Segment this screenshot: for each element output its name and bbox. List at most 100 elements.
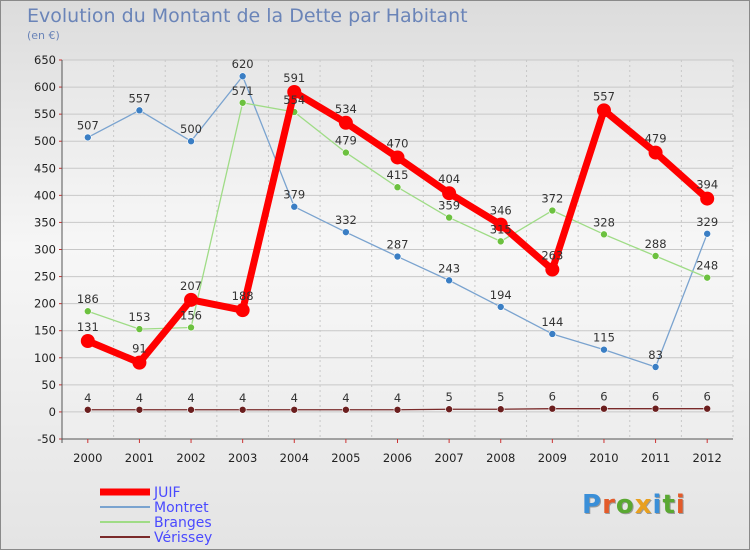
- y-tick-label: -50: [37, 432, 56, 446]
- x-tick-label: 2001: [125, 451, 154, 465]
- data-point: [700, 191, 715, 206]
- data-point: [393, 405, 402, 414]
- data-point: [390, 150, 405, 165]
- data-point: [338, 115, 353, 130]
- data-label: 415: [387, 168, 409, 182]
- data-label: 479: [645, 132, 667, 146]
- data-label: 131: [77, 320, 99, 334]
- data-label: 479: [335, 134, 357, 148]
- y-tick-label: 300: [34, 243, 56, 257]
- logo-letter: i: [675, 490, 686, 520]
- x-tick-label: 2012: [693, 451, 722, 465]
- data-label: 6: [652, 390, 659, 404]
- data-label: 207: [180, 279, 202, 293]
- data-label: 4: [84, 391, 91, 405]
- data-point: [80, 334, 95, 349]
- data-point: [648, 145, 663, 160]
- y-tick-label: 50: [41, 378, 56, 392]
- data-label: 329: [696, 215, 718, 229]
- data-label: 470: [387, 136, 409, 150]
- data-label: 4: [239, 391, 246, 405]
- logo-letter: P: [582, 490, 603, 520]
- data-point: [442, 186, 457, 201]
- data-label: 346: [490, 204, 512, 218]
- data-label: 5: [497, 390, 504, 404]
- data-point: [651, 363, 660, 371]
- data-label: 6: [549, 390, 556, 404]
- data-label: 404: [438, 172, 460, 186]
- data-point: [600, 345, 608, 354]
- data-label: 188: [232, 289, 254, 303]
- legend-label: Branges: [154, 515, 212, 531]
- legend-label: Montret: [154, 500, 209, 516]
- data-point: [496, 405, 505, 414]
- data-point: [545, 262, 560, 277]
- data-label: 328: [593, 215, 615, 229]
- data-label: 554: [283, 93, 305, 107]
- data-label: 91: [132, 342, 147, 356]
- data-label: 287: [387, 238, 409, 252]
- data-label: 153: [128, 310, 150, 324]
- data-label: 186: [77, 292, 99, 306]
- data-point: [651, 252, 660, 260]
- data-point: [600, 404, 608, 413]
- data-label: 115: [593, 331, 615, 345]
- data-label: 571: [232, 84, 254, 98]
- data-point: [651, 404, 660, 413]
- legend-label: Vérissey: [154, 530, 212, 546]
- data-point: [184, 292, 199, 307]
- x-tick-label: 2007: [434, 451, 463, 465]
- data-label: 591: [283, 71, 305, 85]
- data-point: [84, 133, 92, 142]
- data-point: [84, 307, 92, 316]
- data-point: [548, 404, 557, 413]
- data-label: 534: [335, 102, 357, 116]
- data-label: 4: [291, 391, 298, 405]
- data-point: [548, 330, 557, 338]
- data-point: [703, 404, 711, 413]
- proxiti-logo: Proxiti: [582, 490, 686, 520]
- x-tick-label: 2003: [228, 451, 257, 465]
- data-point: [135, 106, 144, 115]
- chart-subtitle: (en €): [27, 29, 60, 42]
- data-label: 4: [394, 391, 401, 405]
- chart-title: Evolution du Montant de la Dette par Hab…: [27, 5, 468, 27]
- data-label: 156: [180, 308, 202, 322]
- y-tick-label: 550: [34, 107, 56, 121]
- y-tick-label: 350: [34, 215, 56, 229]
- data-point: [600, 230, 608, 239]
- y-tick-label: 200: [34, 297, 56, 311]
- data-label: 507: [77, 118, 99, 132]
- data-point: [342, 405, 350, 414]
- data-label: 4: [187, 391, 194, 405]
- data-label: 5: [445, 390, 452, 404]
- data-label: 620: [232, 57, 254, 71]
- data-point: [596, 103, 611, 118]
- x-tick-label: 2002: [176, 451, 205, 465]
- data-point: [238, 72, 247, 81]
- data-label: 359: [438, 199, 460, 213]
- data-point: [703, 273, 711, 282]
- data-label: 243: [438, 261, 460, 275]
- logo-letter: x: [634, 490, 653, 520]
- data-point: [238, 98, 247, 107]
- data-label: 4: [136, 391, 143, 405]
- data-point: [496, 303, 505, 311]
- data-point: [132, 355, 147, 370]
- logo-letter: i: [652, 490, 663, 520]
- y-tick-label: 150: [34, 324, 56, 338]
- x-tick-label: 2005: [331, 451, 360, 465]
- x-tick-label: 2000: [73, 451, 102, 465]
- data-point: [235, 303, 250, 318]
- data-label: 557: [593, 89, 615, 103]
- x-tick-label: 2011: [641, 451, 670, 465]
- data-point: [445, 405, 453, 414]
- data-point: [187, 405, 195, 414]
- data-point: [290, 405, 299, 414]
- data-label: 394: [696, 178, 718, 192]
- data-label: 315: [490, 222, 512, 236]
- data-label: 372: [541, 192, 563, 206]
- logo-letter: r: [602, 490, 616, 520]
